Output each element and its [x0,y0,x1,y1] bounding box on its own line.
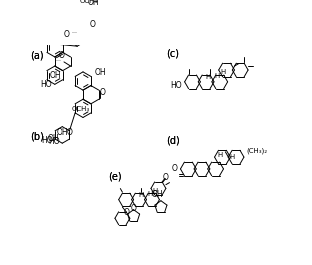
Text: O: O [64,30,70,39]
Text: HO: HO [48,137,60,146]
Text: H: H [138,192,143,198]
Text: O: O [163,173,168,182]
Text: O: O [99,88,105,97]
Text: (a): (a) [30,50,44,60]
Text: HO: HO [170,81,182,90]
Text: O: O [59,51,65,60]
Text: (b): (b) [30,132,44,142]
Text: O: O [66,128,72,137]
Text: OH: OH [88,0,99,7]
Text: (e): (e) [108,171,121,182]
Text: OH: OH [94,68,106,77]
Text: (e): (e) [108,171,121,182]
Text: ···: ··· [56,58,61,63]
Text: (d): (d) [166,136,180,146]
Text: OH: OH [57,128,68,137]
Text: O: O [131,204,137,213]
Text: (b): (b) [30,132,44,142]
Text: (a): (a) [30,50,44,60]
Text: H: H [153,188,158,194]
Text: OH: OH [48,134,59,143]
Text: OCH₃: OCH₃ [72,106,90,112]
Text: OH: OH [49,71,61,80]
Text: H: H [147,191,152,197]
Text: (d): (d) [166,136,180,146]
Text: H: H [215,73,220,78]
Text: O: O [89,20,95,29]
Text: H: H [230,154,235,160]
Text: (c): (c) [166,49,179,59]
Text: (CH₃)₂: (CH₃)₂ [246,148,268,154]
Text: H: H [205,74,210,80]
Text: OH: OH [152,190,163,199]
Text: HO: HO [41,80,52,89]
Text: H: H [220,69,225,75]
Text: OCH₃: OCH₃ [80,0,98,3]
Text: O: O [123,208,129,217]
Text: (c): (c) [166,49,179,59]
Text: H: H [217,152,223,158]
Text: HO: HO [41,136,53,145]
Text: O: O [172,164,178,173]
Text: ···: ··· [71,30,77,36]
